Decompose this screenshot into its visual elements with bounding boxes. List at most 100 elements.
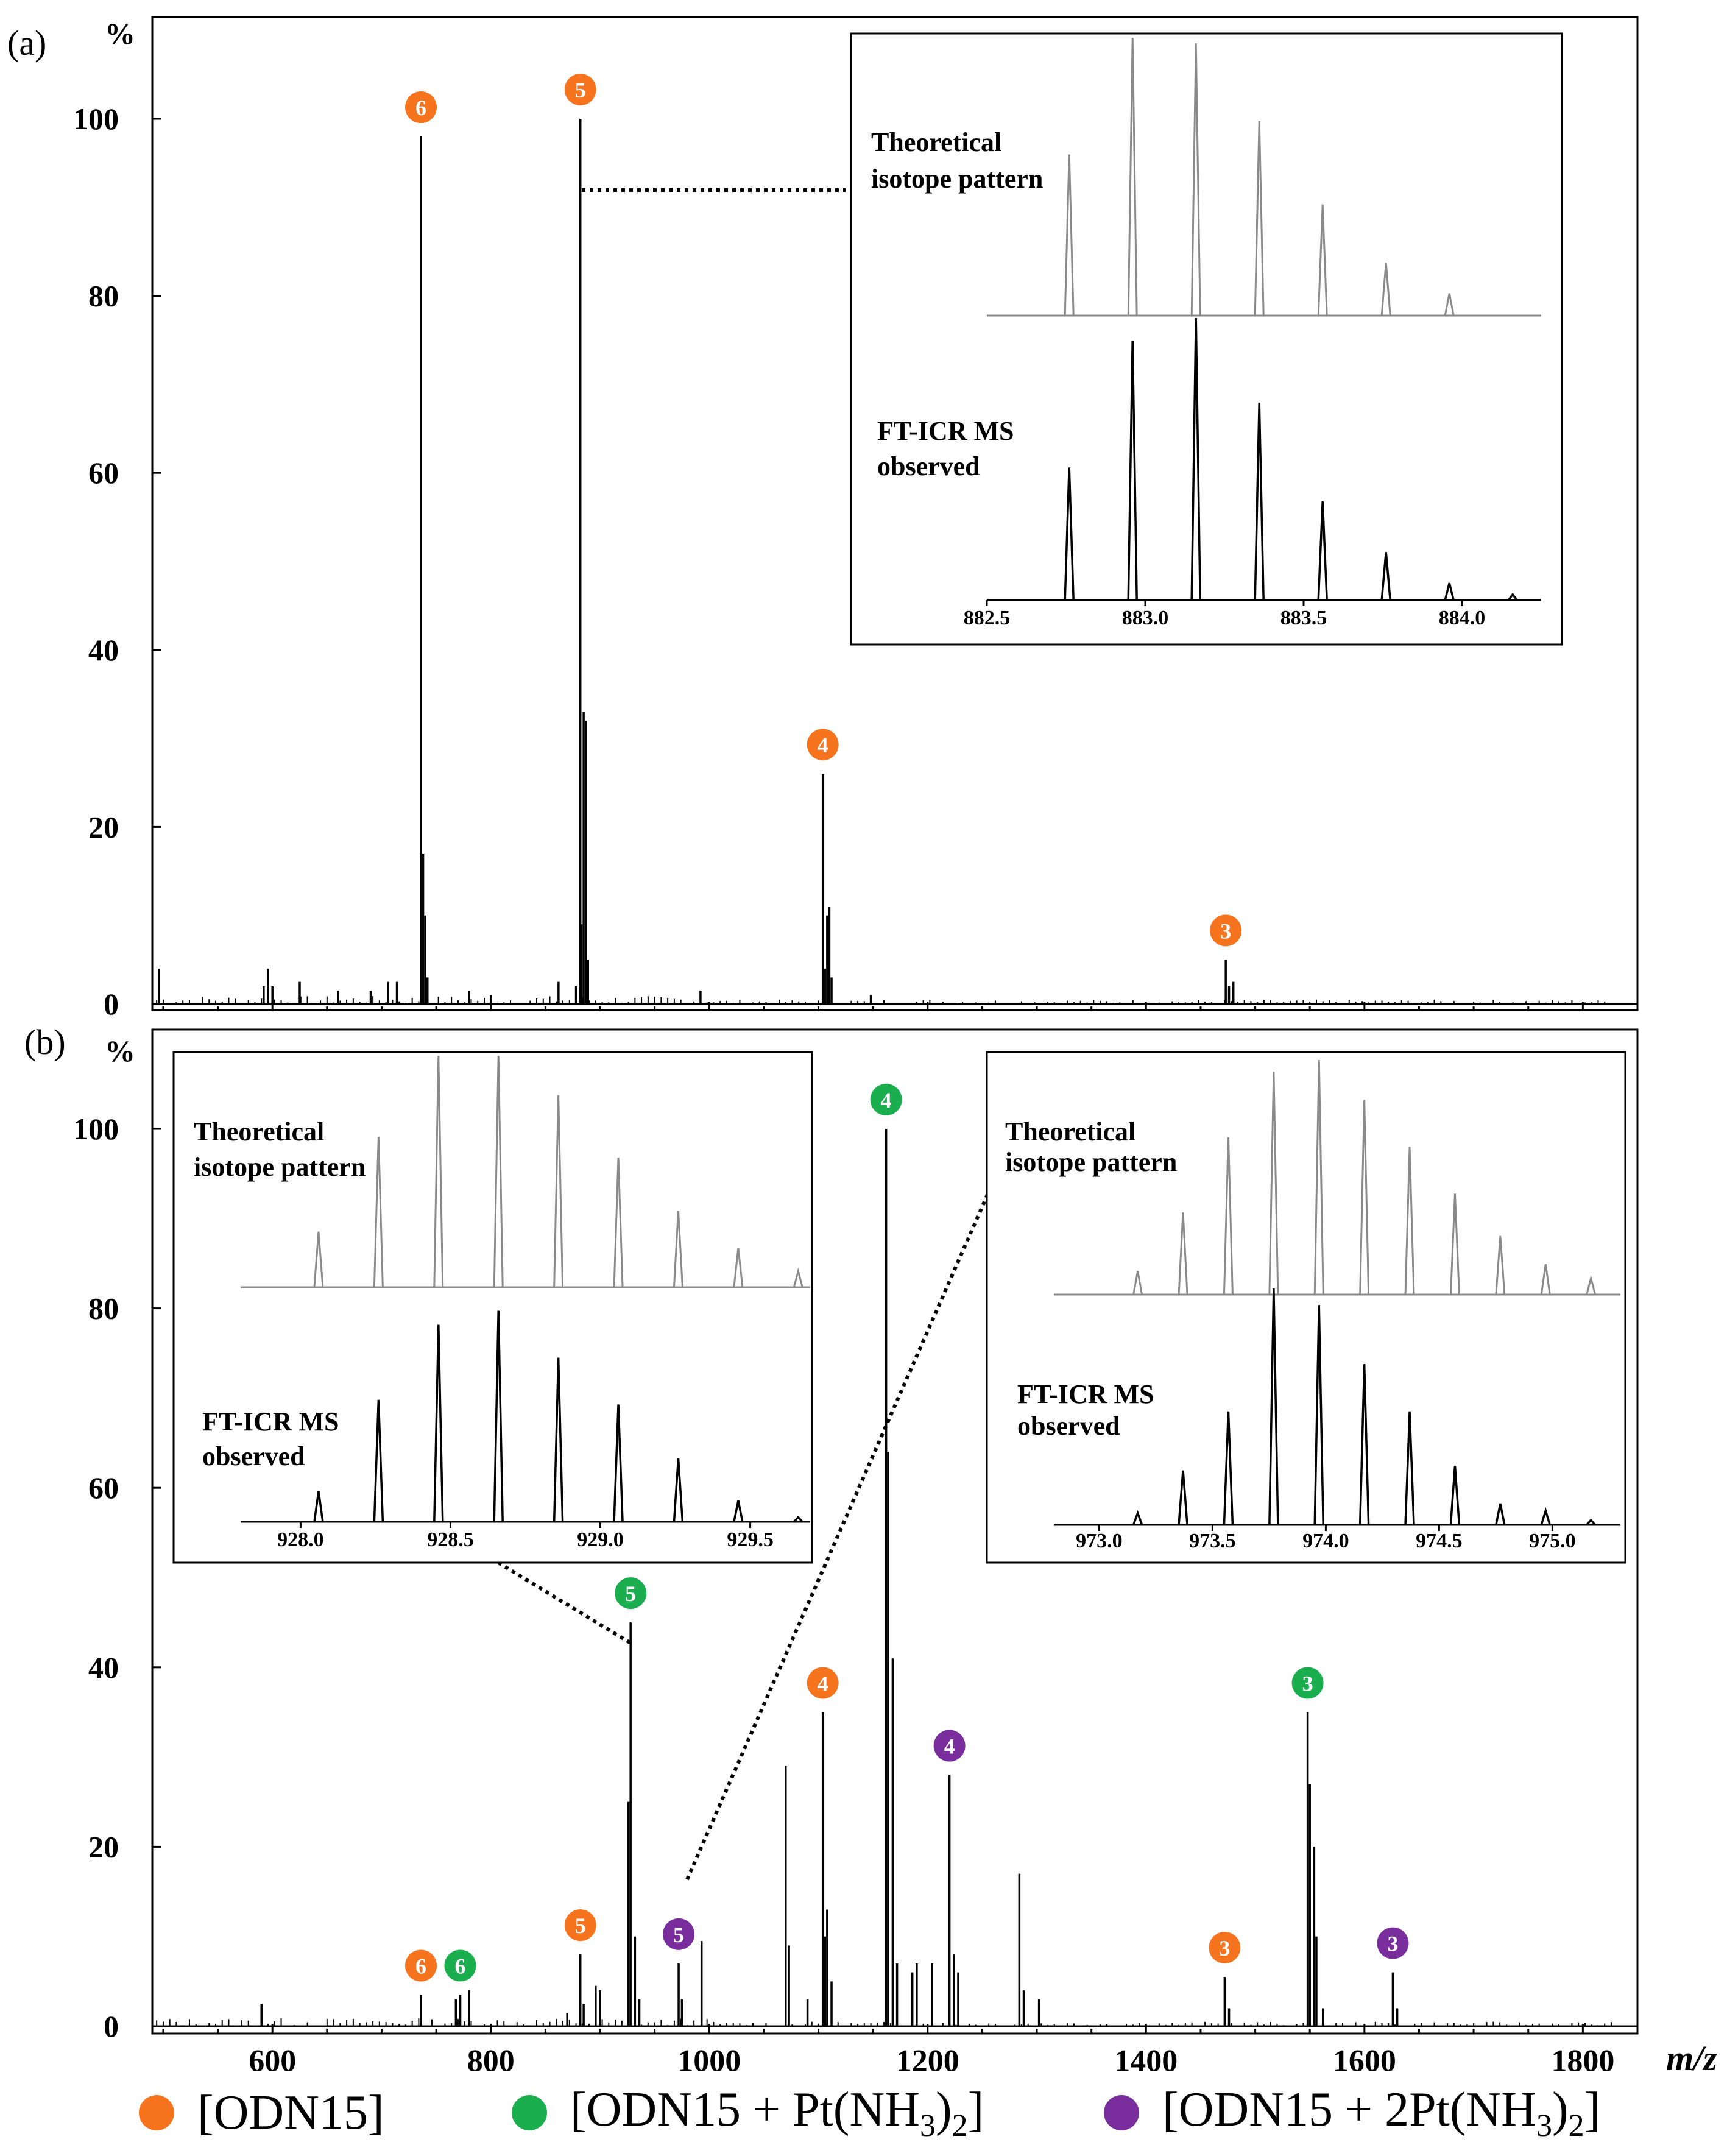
legend-label-pt2: [ODN15 + 2Pt(NH3)2] bbox=[1162, 2082, 1601, 2143]
inset-theory-label-1: Theoretical bbox=[194, 1117, 324, 1147]
y-tick-label: 40 bbox=[88, 1650, 119, 1684]
inset-observed-peak bbox=[1540, 1507, 1551, 1525]
panel-b-right-inset: Theoretical isotope pattern FT-ICR MS ob… bbox=[986, 1051, 1626, 1564]
inset-theory-label-2: isotope pattern bbox=[1005, 1147, 1177, 1177]
charge-marker-odn15 bbox=[807, 729, 839, 761]
panel-b-ylabel: % bbox=[105, 1034, 135, 1068]
inset-observed-peak bbox=[1178, 1470, 1188, 1525]
charge-marker-label: 5 bbox=[625, 1582, 636, 1606]
x-tick-label: 1600 bbox=[1333, 2044, 1396, 2071]
charge-marker-odn15 bbox=[1210, 914, 1242, 947]
charge-marker-odn15 bbox=[1209, 1931, 1241, 1963]
inset-frame bbox=[850, 32, 1563, 646]
charge-marker-pt2 bbox=[663, 1918, 695, 1950]
inset-theory-peak bbox=[1359, 1100, 1370, 1295]
charge-marker-odn15 bbox=[564, 74, 596, 105]
inset-observed-peak bbox=[1254, 402, 1265, 601]
inset-x-tick-label: 973.0 bbox=[1076, 1530, 1123, 1552]
inset-theory-pattern bbox=[987, 37, 1541, 317]
inset-observed-peak bbox=[493, 1310, 504, 1522]
inset-x-tick-label: 882.5 bbox=[964, 607, 1011, 629]
inset-observed-peak bbox=[1317, 501, 1328, 601]
y-tick-label: 0 bbox=[104, 987, 119, 1021]
inset-observed-peak bbox=[1127, 341, 1138, 601]
charge-marker-label: 4 bbox=[881, 1088, 892, 1112]
charge-marker-label: 4 bbox=[818, 1671, 828, 1695]
charge-marker-odn15 bbox=[404, 1949, 437, 1982]
inset-theory-label-2: isotope pattern bbox=[871, 164, 1043, 194]
x-tick-label: 1200 bbox=[896, 2044, 959, 2071]
charge-marker-odn15 bbox=[404, 91, 437, 124]
panel-b-label: (b) bbox=[24, 1022, 66, 1062]
inset-observed-peak bbox=[733, 1500, 744, 1522]
inset-x-tick-label: 974.5 bbox=[1416, 1530, 1463, 1552]
charge-marker-label: 4 bbox=[944, 1734, 955, 1759]
inset-x-axis: 973.0 973.5 974.0 974.5 975.0 bbox=[1076, 1525, 1576, 1552]
inset-observed-peak bbox=[1358, 1364, 1370, 1525]
panel-a-frame bbox=[151, 16, 1639, 1011]
charge-marker-label: 3 bbox=[1387, 1932, 1398, 1956]
inset-theory-peak bbox=[1254, 121, 1265, 316]
inset-x-tick-label: 884.0 bbox=[1439, 607, 1486, 629]
inset-observed-spectrum bbox=[1054, 1288, 1620, 1526]
panel-b-left-inset-connector bbox=[497, 1561, 632, 1645]
inset-observed-peak bbox=[1268, 1288, 1279, 1525]
panel-b-frame bbox=[151, 1028, 1639, 2035]
panel-b: (b) % 0 20 40 60 80 100 600 800 1000 1200 1400 160… bbox=[24, 1022, 1717, 2079]
legend: [ODN15] [ODN15 + Pt(NH3)2] [ODN15 + 2Pt(… bbox=[0, 2074, 1727, 2156]
inset-observed-peak bbox=[1064, 467, 1075, 601]
inset-theory-peak bbox=[1223, 1137, 1234, 1295]
inset-theory-peak bbox=[373, 1136, 384, 1288]
charge-marker-label: 6 bbox=[455, 1954, 466, 1978]
inset-x-tick-label: 974.0 bbox=[1302, 1530, 1349, 1552]
inset-observed-peak bbox=[1223, 1411, 1234, 1525]
inset-theory-peak bbox=[493, 1055, 504, 1288]
y-tick-label: 100 bbox=[73, 1112, 119, 1146]
inset-observed-peak bbox=[433, 1324, 444, 1522]
charge-marker-label: 5 bbox=[673, 1923, 684, 1947]
charge-marker-label: 5 bbox=[575, 78, 586, 102]
legend-dot-pt2 bbox=[1104, 2095, 1139, 2130]
inset-theory-peak bbox=[1380, 263, 1391, 316]
inset-observed-peak bbox=[373, 1399, 384, 1522]
inset-theory-peak bbox=[793, 1267, 803, 1288]
x-tick-label: 800 bbox=[467, 2044, 515, 2071]
y-tick-label: 60 bbox=[88, 456, 119, 490]
inset-x-tick-label: 929.0 bbox=[577, 1529, 624, 1551]
inset-theory-label-1: Theoretical bbox=[1005, 1117, 1135, 1147]
x-tick-label: 1800 bbox=[1551, 2044, 1614, 2071]
x-tick-label: 600 bbox=[249, 2044, 296, 2071]
panel-a: (a) % 0 20 40 60 80 100 6 5 4 3 Theoretical isot… bbox=[7, 16, 1639, 1021]
inset-theory-peak bbox=[1404, 1147, 1415, 1295]
charge-marker-pt1 bbox=[444, 1949, 476, 1982]
inset-observed-peak bbox=[1444, 582, 1455, 601]
inset-observed-peak bbox=[1495, 1503, 1506, 1525]
inset-x-axis: 882.5 883.0 883.5 884.0 bbox=[964, 600, 1486, 629]
charge-marker-label: 3 bbox=[1220, 919, 1231, 943]
legend-label-odn15: [ODN15] bbox=[197, 2085, 384, 2140]
inset-observed-peak bbox=[613, 1404, 624, 1522]
inset-observed-label-2: observed bbox=[877, 451, 980, 481]
inset-theory-peak bbox=[1178, 1212, 1188, 1295]
inset-observed-peak bbox=[1132, 1510, 1143, 1525]
charge-marker-odn15 bbox=[807, 1667, 839, 1699]
inset-x-tick-label: 928.5 bbox=[427, 1529, 474, 1551]
y-tick-label: 20 bbox=[88, 810, 119, 844]
inset-theory-peak bbox=[1127, 37, 1138, 316]
panel-b-y-axis: 0 20 40 60 80 100 bbox=[73, 1112, 161, 2043]
panel-a-ylabel: % bbox=[105, 16, 135, 51]
x-axis-label: m/z bbox=[1666, 2038, 1717, 2071]
inset-observed-peak bbox=[553, 1357, 564, 1522]
inset-observed-label-2: observed bbox=[202, 1441, 305, 1471]
panel-a-y-axis: 0 20 40 60 80 100 bbox=[73, 102, 1584, 1021]
inset-theory-peak bbox=[733, 1248, 744, 1288]
panel-a-charge-markers: 6 5 4 3 bbox=[404, 74, 1242, 947]
inset-frame bbox=[172, 1051, 813, 1564]
inset-theory-peak bbox=[1268, 1072, 1279, 1295]
inset-x-tick-label: 975.0 bbox=[1529, 1530, 1576, 1552]
panel-b-charge-markers: 6 6 5 5 5 4 4 4 3 3 3 bbox=[404, 1084, 1409, 1982]
charge-marker-pt2 bbox=[933, 1730, 966, 1762]
inset-observed-peak bbox=[673, 1458, 684, 1522]
panel-b-x-axis: 600 800 1000 1200 1400 1600 1800 bbox=[162, 2024, 1614, 2079]
